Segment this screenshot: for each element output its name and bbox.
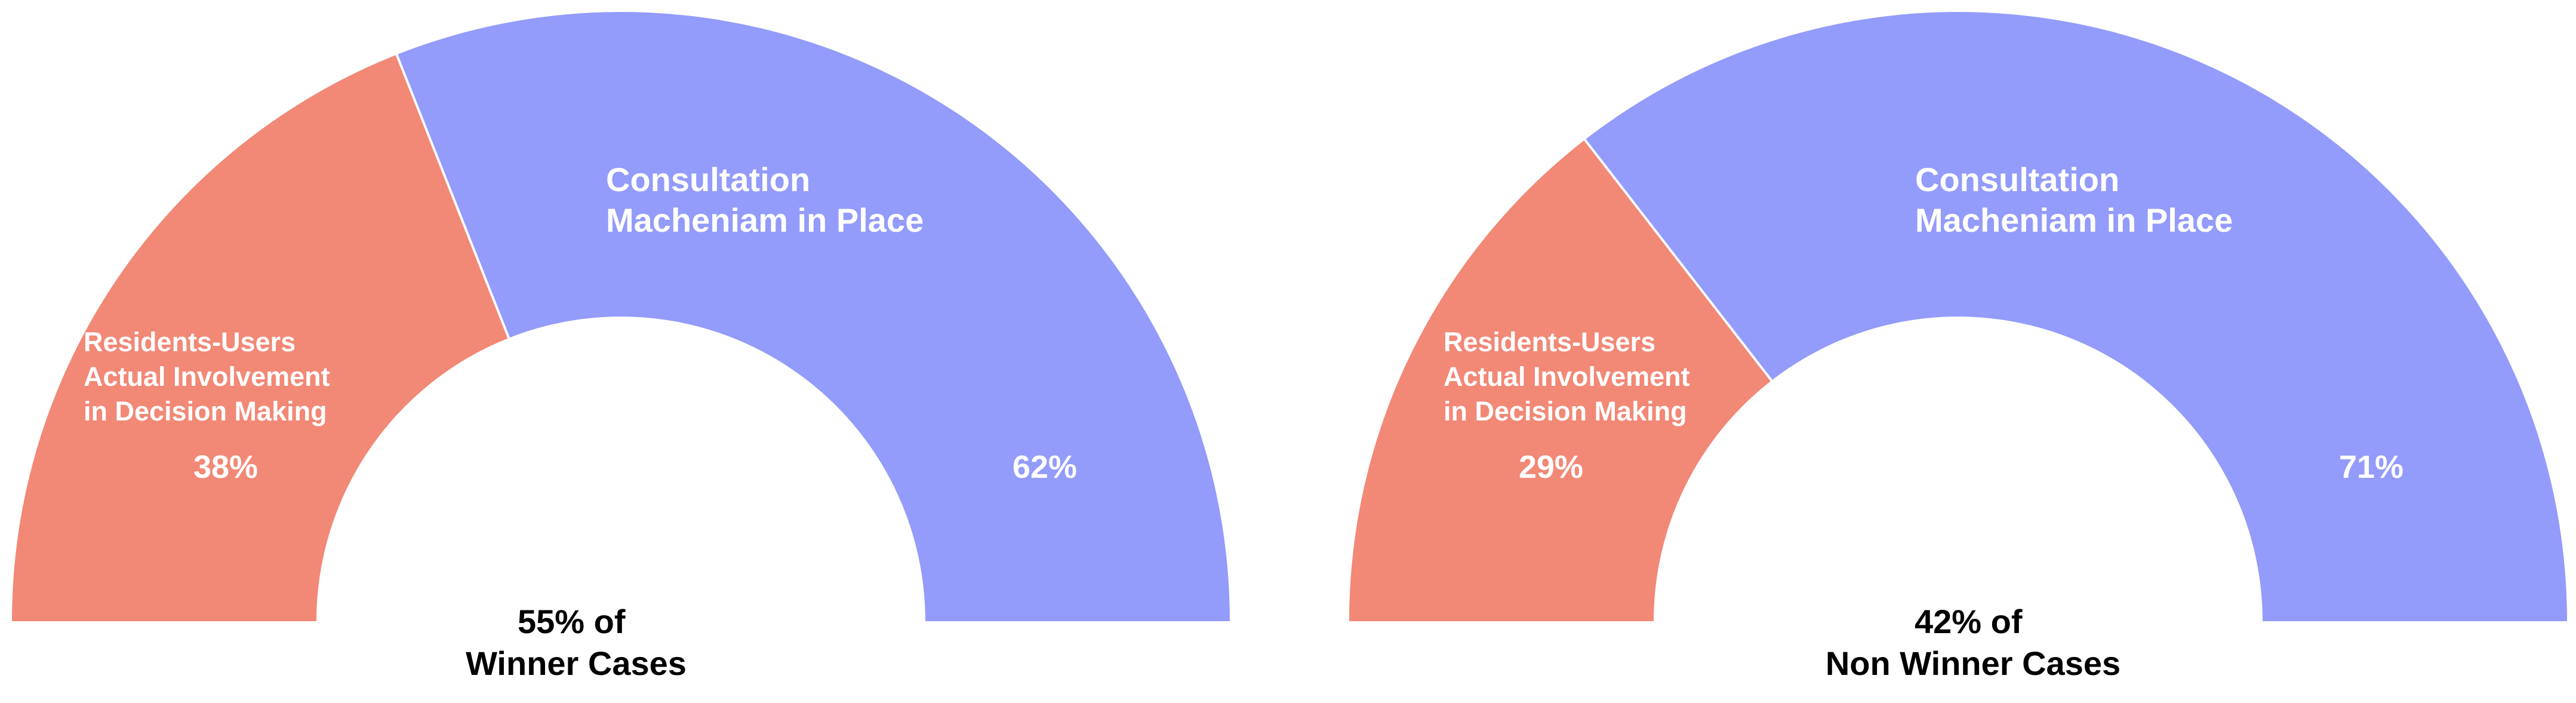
chart-1-caption-line-2: Winner Cases bbox=[466, 644, 687, 682]
chart-2-slice-1-value: 29% bbox=[1519, 449, 1583, 485]
chart-2-caption-line-2: Non Winner Cases bbox=[1826, 644, 2120, 682]
gauge-chart-1: Consultation Macheniam in Place Resident… bbox=[12, 11, 1230, 682]
chart-1-slice-2-value: 62% bbox=[1012, 449, 1077, 485]
chart-1-slice-1-label: Residents-Users Actual Involvement in De… bbox=[84, 327, 337, 426]
chart-1-slice-2-label: Consultation Macheniam in Place bbox=[606, 161, 924, 239]
chart-1-slice-1-label-line-1: Residents-Users bbox=[84, 327, 296, 357]
chart-1-slice-1-value: 38% bbox=[193, 449, 258, 485]
chart-1-slice-divider bbox=[395, 54, 510, 339]
chart-2-slice-2 bbox=[1584, 12, 2567, 622]
chart-2-caption-line-1: 42% of bbox=[1915, 603, 2023, 640]
chart-2-slice-1-label-line-1: Residents-Users bbox=[1444, 327, 1655, 357]
chart-2-slice-divider bbox=[1584, 139, 1772, 382]
chart-1-slice-1-label-line-2: Actual Involvement bbox=[84, 361, 330, 392]
chart-2-slice-1 bbox=[1349, 140, 1772, 622]
chart-2-slice-2-label: Consultation Macheniam in Place bbox=[1915, 161, 2233, 239]
chart-1-caption: 55% of Winner Cases bbox=[466, 603, 687, 682]
chart-1-slice-2-label-line-1: Consultation bbox=[606, 161, 810, 198]
chart-2-slice-1-label: Residents-Users Actual Involvement in De… bbox=[1444, 327, 1697, 426]
chart-1-slice-1-label-line-3: in Decision Making bbox=[84, 396, 327, 426]
chart-2-slice-1-label-line-2: Actual Involvement bbox=[1444, 361, 1690, 392]
chart-2-caption: 42% of Non Winner Cases bbox=[1826, 603, 2120, 682]
chart-1-slice-1 bbox=[12, 54, 509, 621]
chart-1-slice-2 bbox=[396, 11, 1230, 622]
chart-2-slice-1-label-line-3: in Decision Making bbox=[1444, 396, 1687, 426]
chart-2-slice-2-label-line-1: Consultation bbox=[1915, 161, 2119, 198]
chart-2-slice-2-value: 71% bbox=[2339, 449, 2403, 485]
gauge-chart-2: Consultation Macheniam in Place Resident… bbox=[1349, 12, 2567, 682]
chart-1-caption-line-1: 55% of bbox=[518, 603, 626, 640]
chart-1-slice-2-label-line-2: Macheniam in Place bbox=[606, 201, 924, 239]
chart-2-slice-2-label-line-2: Macheniam in Place bbox=[1915, 201, 2233, 239]
